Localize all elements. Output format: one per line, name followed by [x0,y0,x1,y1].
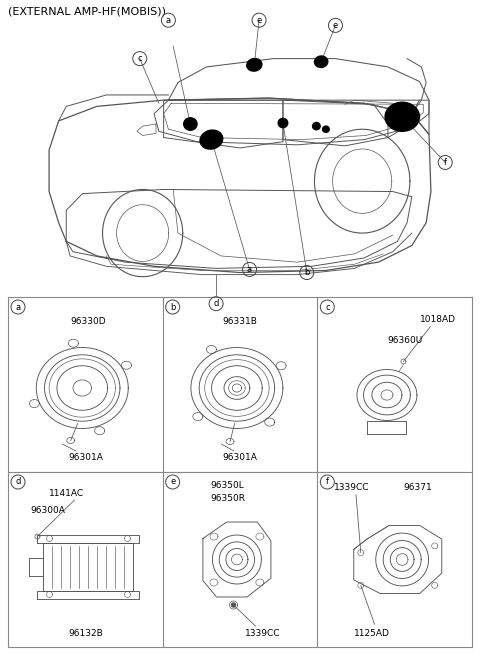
Text: a: a [247,265,252,274]
Text: c: c [325,303,330,312]
Text: 1125AD: 1125AD [354,629,389,637]
Text: 96350L: 96350L [211,481,244,491]
Ellipse shape [385,102,420,131]
Text: 96132B: 96132B [68,629,103,637]
Text: 96300A: 96300A [31,506,66,515]
Text: a: a [15,303,21,312]
Ellipse shape [314,56,328,67]
Text: 96360U: 96360U [388,336,423,345]
Ellipse shape [184,118,197,130]
Text: e: e [256,16,262,25]
Text: 96301A: 96301A [68,453,103,462]
Text: b: b [170,303,175,312]
Text: a: a [166,16,171,25]
Text: c: c [137,54,142,63]
Text: 96330D: 96330D [71,317,106,326]
Text: (EXTERNAL AMP-HF(MOBIS)): (EXTERNAL AMP-HF(MOBIS)) [8,7,166,17]
Text: d: d [15,477,21,487]
Text: b: b [304,268,310,277]
Text: 96301A: 96301A [223,453,257,462]
Ellipse shape [278,119,288,128]
Text: 1339CC: 1339CC [334,483,369,493]
Text: 96371: 96371 [404,483,432,493]
Text: e: e [170,477,175,487]
Text: f: f [326,477,329,487]
Text: d: d [214,299,219,309]
Text: 96331B: 96331B [223,317,257,326]
Text: 1141AC: 1141AC [49,489,84,498]
Ellipse shape [312,122,320,130]
Ellipse shape [323,126,329,132]
Text: 1018AD: 1018AD [420,315,456,324]
Ellipse shape [247,58,262,71]
Text: 96350R: 96350R [210,494,245,503]
Text: f: f [444,158,447,167]
Circle shape [231,603,236,607]
Ellipse shape [200,130,223,149]
Text: e: e [333,21,338,30]
Text: 1339CC: 1339CC [245,629,281,637]
